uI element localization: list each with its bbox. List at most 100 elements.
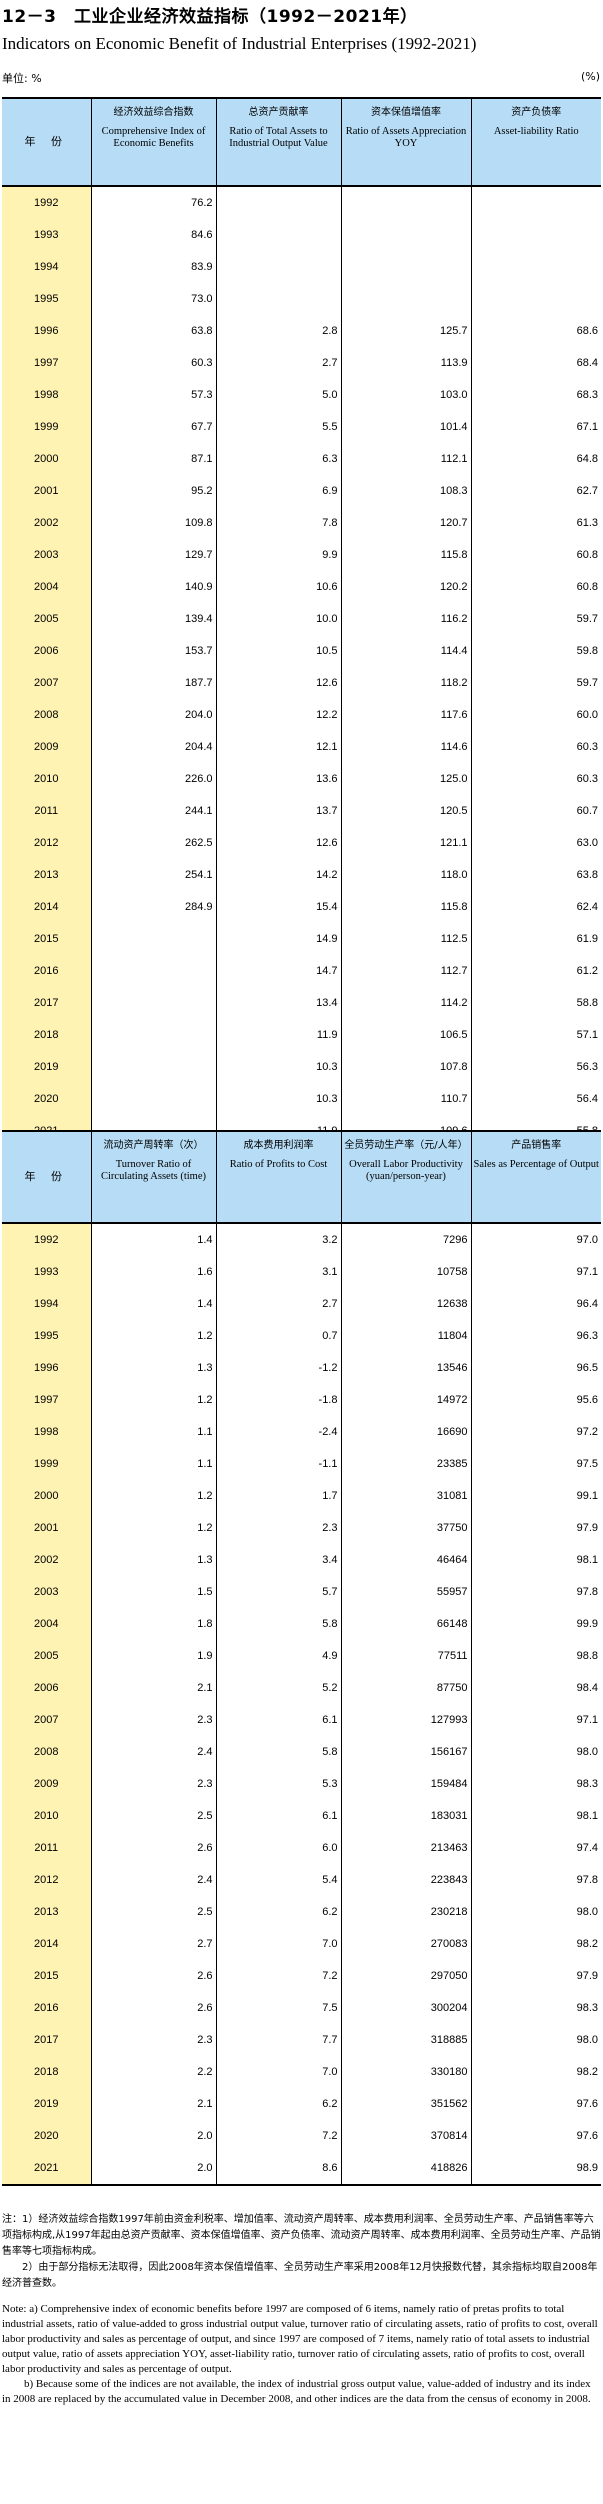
value-cell: 59.8 [470, 635, 601, 667]
value-cell: 262.5 [90, 827, 216, 859]
page-title-cn: 12－3 工业企业经济效益指标（1992－2021年） [2, 7, 418, 27]
value-cell: 12.6 [215, 827, 341, 859]
value-cell: 125.0 [340, 763, 471, 795]
value-cell: 96.5 [470, 1352, 601, 1384]
year-cell: 2008 [2, 699, 91, 731]
year-cell: 1997 [2, 347, 91, 379]
year-cell: 2008 [2, 1736, 91, 1768]
value-cell: 8.6 [215, 2152, 341, 2185]
table-row: 2002 1.3 3.4 46464 98.1 [2, 1544, 601, 1576]
column-header-en: Sales as Percentage of Output [473, 1159, 599, 1170]
table-row: 2014 284.9 15.4 115.8 62.4 [2, 891, 601, 923]
value-cell: 6.1 [215, 1704, 341, 1736]
year-cell: 2012 [2, 827, 91, 859]
unit-label: 单位: % [2, 72, 42, 85]
table-row: 2008 2.4 5.8 156167 98.0 [2, 1736, 601, 1768]
value-cell: 58.8 [470, 987, 601, 1019]
value-cell: 10.0 [215, 603, 341, 635]
table-row: 1996 1.3 -1.2 13546 96.5 [2, 1352, 601, 1384]
value-cell: 1.6 [90, 1256, 216, 1288]
value-cell: 13546 [340, 1352, 471, 1384]
year-cell: 2009 [2, 731, 91, 763]
year-cell: 1995 [2, 1320, 91, 1352]
year-cell: 2007 [2, 1704, 91, 1736]
value-cell: 5.7 [215, 1576, 341, 1608]
value-cell: 204.0 [90, 699, 216, 731]
value-cell: 98.0 [470, 2024, 601, 2056]
value-cell: 2.3 [215, 1512, 341, 1544]
value-cell: 112.1 [340, 443, 471, 475]
table-row: 2012 262.5 12.6 121.1 63.0 [2, 827, 601, 859]
value-cell: 10.6 [215, 571, 341, 603]
value-cell: 14.7 [215, 955, 341, 987]
value-cell: 76.2 [90, 186, 216, 219]
value-cell: 66148 [340, 1608, 471, 1640]
value-cell [340, 283, 471, 315]
value-cell: 153.7 [90, 635, 216, 667]
table-row: 2011 244.1 13.7 120.5 60.7 [2, 795, 601, 827]
value-cell: 6.1 [215, 1800, 341, 1832]
value-cell: 97.2 [470, 1416, 601, 1448]
table-row: 1996 63.8 2.8 125.7 68.6 [2, 315, 601, 347]
table-row: 2010 2.5 6.1 183031 98.1 [2, 1800, 601, 1832]
value-cell: 5.5 [215, 411, 341, 443]
value-cell [470, 283, 601, 315]
unit-label-right: (%) [580, 70, 600, 83]
value-cell: 10.3 [215, 1083, 341, 1115]
value-cell: 2.5 [90, 1896, 216, 1928]
table-row: 2020 10.3 110.7 56.4 [2, 1083, 601, 1115]
value-cell [90, 987, 216, 1019]
indicator-table-2: 年 份 流动资产周转率（次） Turnover Ratio of Circulat… [2, 1130, 601, 2186]
value-cell: 98.1 [470, 1800, 601, 1832]
value-cell: 156167 [340, 1736, 471, 1768]
value-cell: 418826 [340, 2152, 471, 2185]
value-cell: 5.8 [215, 1736, 341, 1768]
table-row: 2007 2.3 6.1 127993 97.1 [2, 1704, 601, 1736]
value-cell: 114.4 [340, 635, 471, 667]
year-cell: 2019 [2, 2088, 91, 2120]
column-header: 资产负债率 Asset-liability Ratio [470, 98, 601, 186]
value-cell: 60.3 [470, 731, 601, 763]
value-cell: 98.0 [470, 1896, 601, 1928]
value-cell: 103.0 [340, 379, 471, 411]
table-row: 1998 57.3 5.0 103.0 68.3 [2, 379, 601, 411]
table-row: 1992 76.2 [2, 186, 601, 219]
column-header-cn: 流动资产周转率（次） [103, 1140, 204, 1151]
value-cell: 97.8 [470, 1576, 601, 1608]
column-header-en: Ratio of Profits to Cost [229, 1159, 328, 1170]
column-header: 资本保值增值率 Ratio of Assets Appreciation YOY [340, 98, 471, 186]
table-row: 1999 1.1 -1.1 23385 97.5 [2, 1448, 601, 1480]
value-cell: 270083 [340, 1928, 471, 1960]
table-row: 1995 1.2 0.7 11804 96.3 [2, 1320, 601, 1352]
value-cell: 330180 [340, 2056, 471, 2088]
year-cell: 1995 [2, 283, 91, 315]
table-row: 1998 1.1 -2.4 16690 97.2 [2, 1416, 601, 1448]
value-cell [90, 1083, 216, 1115]
year-cell: 2014 [2, 1928, 91, 1960]
year-cell: 1998 [2, 379, 91, 411]
value-cell: 60.3 [470, 763, 601, 795]
value-cell: 2.3 [90, 2024, 216, 2056]
value-cell: -1.1 [215, 1448, 341, 1480]
column-header-cn: 产品销售率 [511, 1140, 562, 1151]
year-cell: 2020 [2, 1083, 91, 1115]
value-cell [90, 1051, 216, 1083]
value-cell: 2.4 [90, 1864, 216, 1896]
table-row: 2015 2.6 7.2 297050 97.9 [2, 1960, 601, 1992]
table-body: 1992 76.2 1993 84.6 1994 83.9 1995 73.0 1996 63.8… [2, 186, 601, 1148]
value-cell [340, 251, 471, 283]
column-header-cn: 资产负债率 [511, 107, 562, 118]
value-cell: 127993 [340, 1704, 471, 1736]
year-cell: 2002 [2, 507, 91, 539]
value-cell [470, 219, 601, 251]
value-cell: 230218 [340, 1896, 471, 1928]
value-cell: 6.3 [215, 443, 341, 475]
value-cell: 7.7 [215, 2024, 341, 2056]
page-title-en: Indicators on Economic Benefit of Indust… [2, 34, 477, 53]
value-cell: 31081 [340, 1480, 471, 1512]
table-row: 2004 140.9 10.6 120.2 60.8 [2, 571, 601, 603]
year-cell: 2006 [2, 1672, 91, 1704]
value-cell: 12.1 [215, 731, 341, 763]
value-cell: 7.5 [215, 1992, 341, 2024]
table-row: 2010 226.0 13.6 125.0 60.3 [2, 763, 601, 795]
